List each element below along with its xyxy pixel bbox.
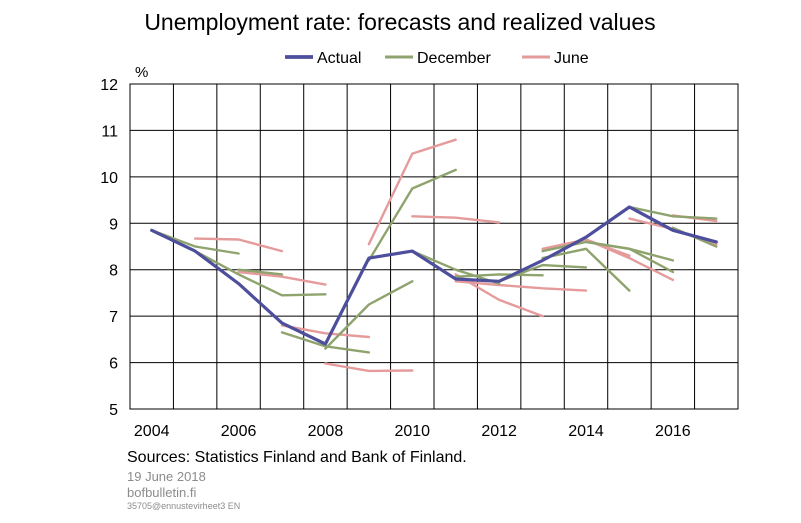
- legend-label-june: June: [554, 50, 589, 67]
- december-line: [497, 263, 588, 283]
- y-tick-label: 12: [100, 77, 118, 94]
- series-actual: [150, 205, 718, 346]
- june-line: [324, 362, 414, 373]
- june-line: [237, 270, 327, 286]
- x-tick-label: 2006: [221, 423, 257, 440]
- december-line: [454, 273, 544, 278]
- june-line: [411, 215, 501, 224]
- site-link[interactable]: bofbulletin.fi: [127, 485, 197, 500]
- legend-label-actual: Actual: [317, 50, 361, 67]
- y-tick-label: 6: [109, 356, 118, 373]
- chart-title: Unemployment rate: forecasts and realize…: [144, 9, 655, 35]
- y-axis-unit: %: [135, 64, 148, 81]
- plot-frame: [129, 83, 739, 410]
- x-tick-label: 2004: [134, 423, 170, 440]
- june-line: [454, 280, 588, 292]
- december-line: [628, 205, 718, 220]
- june-line: [367, 138, 457, 246]
- series-june: [193, 138, 718, 373]
- chart-code: 35705@ennustevirheet3 EN: [127, 501, 241, 511]
- december-line: [324, 280, 414, 350]
- december-line: [541, 247, 631, 292]
- legend-label-december: December: [417, 50, 491, 67]
- x-tick-label: 2016: [655, 423, 691, 440]
- actual-line: [150, 205, 718, 346]
- y-tick-label: 5: [109, 402, 118, 419]
- december-line: [280, 331, 371, 354]
- december-line: [193, 249, 327, 297]
- series-group: [150, 138, 718, 373]
- x-tick-label: 2014: [568, 423, 604, 440]
- y-tick-label: 7: [109, 309, 118, 326]
- x-tick-labels: 2004 2006 2008 2010 2012 2014 2016: [134, 423, 691, 440]
- publish-date: 19 June 2018: [127, 469, 206, 484]
- x-tick-label: 2008: [308, 423, 344, 440]
- grid: [130, 83, 738, 410]
- y-tick-label: 11: [101, 123, 118, 140]
- sources-note: Sources: Statistics Finland and Bank of …: [127, 449, 467, 466]
- june-line: [584, 238, 675, 282]
- series-december: [150, 168, 718, 354]
- y-tick-label: 8: [109, 263, 118, 280]
- y-tick-label: 9: [109, 216, 118, 233]
- y-tick-labels: 5 6 7 8 9 10 11 12: [100, 77, 118, 419]
- december-line: [367, 168, 457, 262]
- june-line: [193, 237, 284, 253]
- december-line: [237, 268, 284, 276]
- legend: Actual December June: [285, 50, 589, 67]
- x-tick-label: 2012: [481, 423, 517, 440]
- x-tick-label: 2010: [394, 423, 430, 440]
- december-line: [584, 240, 675, 274]
- y-tick-label: 10: [100, 170, 118, 187]
- june-line: [280, 324, 371, 339]
